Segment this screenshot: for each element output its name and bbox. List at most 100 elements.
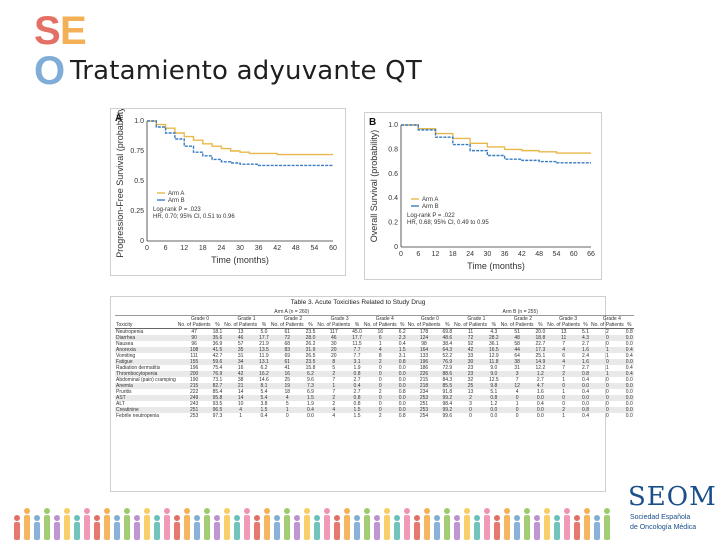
crowd-figure-body — [574, 522, 580, 540]
table-cell: 0.0 — [581, 395, 590, 401]
table-cell: 31 — [514, 365, 520, 371]
grade-header: Grade 3 — [559, 316, 578, 322]
toxicity-name-cell: Creatinine — [115, 407, 177, 413]
grade-header: Grade 0 — [190, 316, 210, 322]
pfs-x-tick-label: 12 — [180, 245, 188, 252]
crowd-figure-head — [244, 508, 250, 514]
table-cell: 108 — [176, 347, 212, 353]
crowd-figure-body — [134, 522, 140, 540]
pfs-legend-label: Arm B — [168, 198, 185, 204]
crowd-figure-body — [64, 515, 70, 540]
crowd-figure-head — [74, 515, 80, 521]
table-cell: 76.9 — [211, 371, 224, 377]
crowd-figure-body — [124, 515, 130, 540]
table-cell: 6 — [562, 353, 566, 359]
pfs-x-tick-label: 42 — [273, 245, 281, 252]
crowd-figure-head — [574, 515, 580, 521]
crowd-figure-body — [254, 522, 260, 540]
table-cell: 2.7 — [353, 377, 361, 383]
table-cell: 16 — [237, 365, 244, 371]
pfs-legend-label: Arm A — [168, 191, 184, 197]
table-cell: 0 — [562, 401, 566, 407]
table-cell: 7 — [332, 377, 336, 383]
table-cell: 23.5 — [305, 329, 316, 335]
table-cell: 3.8 — [260, 401, 268, 407]
table-group-header-row: Arm A (n = 260) Arm B (n = 255) — [115, 309, 634, 316]
table-cell: 33 — [467, 353, 474, 359]
toxicity-name-cell: Fatigue — [115, 359, 177, 365]
table-cell: 26.2 — [305, 341, 316, 347]
table-cell: 18.1 — [212, 329, 223, 335]
toxicity-name-cell: Nausea — [116, 341, 134, 347]
crowd-figure-head — [394, 515, 400, 521]
table-cell: 1 — [605, 365, 609, 371]
crowd-figure-body — [154, 522, 160, 540]
grade-header: Grade 4 — [602, 316, 621, 322]
table-cell: 0.8 — [351, 395, 363, 401]
table-cell: 0.0 — [624, 395, 634, 401]
crowd-figure-head — [364, 508, 370, 514]
table-cell: 2.7 — [582, 365, 589, 371]
table-cell: 0 — [605, 389, 609, 395]
svg-text:E: E — [60, 9, 87, 53]
crowd-figure-body — [294, 522, 300, 540]
table-cell: 11.9 — [259, 353, 269, 359]
seom-logo-subtitle-2: de Oncología Médica — [630, 524, 697, 531]
table-cell: 6 — [362, 335, 398, 341]
table-cell: 72 — [269, 335, 305, 341]
table-cell: 14.9 — [534, 359, 547, 365]
os-y-axis-label: Overall Survival (probability) — [369, 130, 379, 243]
table-cell: 4.3 — [581, 335, 590, 341]
pfs-y-axis-label: Progression-Free Survival (probability) — [115, 109, 125, 258]
crowd-figure-body — [164, 515, 170, 540]
crowd-figure-body — [354, 522, 360, 540]
table-cell: 41.5 — [211, 347, 224, 353]
crowd-figure-head — [544, 508, 550, 514]
table-cell: 36.1 — [488, 341, 499, 347]
crowd-figure-head — [94, 515, 100, 521]
table-cell: 11 — [546, 335, 582, 341]
column-sub-header: % — [258, 322, 270, 329]
table-cell: 13.1 — [258, 359, 270, 365]
table-cell: 85.5 — [441, 383, 454, 389]
table-cell: 16 — [269, 371, 305, 377]
table-cell: 82.7 — [211, 383, 224, 389]
table-cell: 1 — [605, 353, 609, 359]
toxicity-name-cell: Diarrhea — [115, 335, 177, 341]
crowd-figure-head — [144, 508, 150, 514]
pfs-y-tick-label: 0.75 — [130, 148, 144, 155]
table-cell: 0.0 — [624, 383, 634, 389]
pfs-chart: A 0 6 12 18 24 30 36 42 48 54 60 0 0.25 0.5 0.75 1.0 Time… — [115, 109, 337, 265]
table-cell: 0 — [362, 407, 398, 413]
crowd-figure-head — [424, 508, 430, 514]
table-row: Pruritis 222 85.4 14 5.4 18 6.9 7 2.7 2 0.8 234 91.8… — [115, 389, 634, 395]
table-cell: 12.2 — [535, 365, 546, 371]
table-cell: 1 — [316, 383, 352, 389]
table-row: Thrombocytopenia 200 76.9 42 16.2 16 6.2 2 0.8 0 0… — [115, 371, 634, 377]
crowd-figure-head — [494, 515, 500, 521]
crowd-figure-head — [184, 508, 190, 514]
os-legend-label: Arm A — [422, 197, 438, 203]
table-cell: 23 — [453, 371, 488, 377]
table-cell: 0 — [362, 371, 398, 377]
os-y-tick-label: 0 — [394, 244, 398, 251]
crowd-figure-head — [164, 508, 170, 514]
table-cell: 1.6 — [581, 347, 590, 353]
table-cell: 2 — [378, 413, 382, 419]
table-cell: 3.1 — [398, 353, 406, 359]
os-x-tick-label: 6 — [416, 251, 420, 258]
grade-header: Grade 3 — [330, 316, 349, 322]
table-cell: 69 — [284, 353, 290, 359]
table-cell: 0.8 — [353, 401, 361, 407]
table-cell: 44 — [499, 347, 535, 353]
table-cell: 0.4 — [304, 407, 317, 413]
table-cell: 30 — [453, 359, 488, 365]
table-cell: 0.4 — [536, 401, 544, 407]
table-cell: 0.0 — [398, 365, 406, 371]
crowd-figure-body — [384, 515, 390, 540]
crowd-figure-head — [374, 515, 380, 521]
table-cell: 4 — [362, 347, 398, 353]
crowd-figure-body — [494, 522, 500, 540]
crowd-figure-body — [364, 515, 370, 540]
